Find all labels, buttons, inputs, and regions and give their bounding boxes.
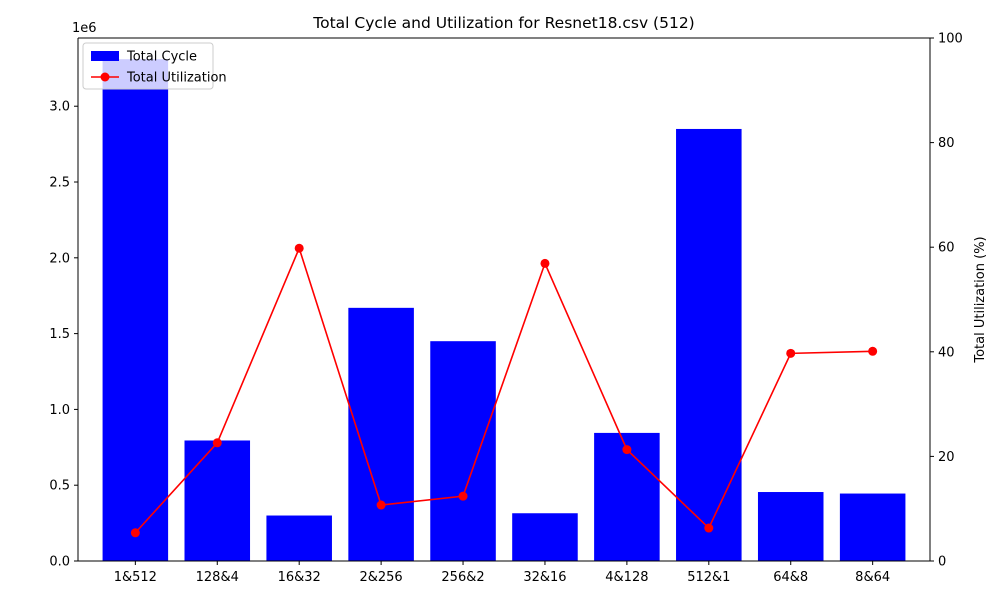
left-tick-label: 1.5 [49,327,70,342]
point-total-utilization [540,258,550,268]
left-tick-label: 2.0 [49,251,70,266]
bar-total-cycle [594,432,660,561]
right-tick-label: 80 [938,136,955,151]
legend-total-utilization-marker [100,72,110,82]
point-total-utilization [458,491,468,501]
legend-total-utilization-label: Total Utilization [126,71,227,86]
axes-layer: 0.0 0.5 1.0 1.5 2.0 2.5 3.0 0 20 40 60 80 100 1&512 12… [49,32,963,586]
left-tick-label: 3.0 [49,100,70,115]
right-tick-label: 0 [938,555,946,570]
point-total-utilization [294,243,304,253]
x-tick-label: 1&512 [114,570,157,585]
point-total-utilization [212,438,222,448]
left-axis-offset-text: 1e6 [72,21,97,36]
bar-total-cycle [102,59,169,562]
legend-total-cycle-swatch [91,51,119,61]
x-tick-label: 32&16 [523,570,566,585]
bar-total-cycle [757,492,824,561]
bar-total-cycle [676,128,742,561]
x-tick-label: 4&128 [605,570,648,585]
point-total-utilization [130,528,140,538]
line-layer [130,243,878,538]
bar-total-cycle [184,440,251,561]
point-total-utilization [704,523,714,533]
line-total-utilization [134,245,873,534]
left-tick-label: 2.5 [49,176,70,191]
x-tick-label: 256&2 [441,570,484,585]
x-tick-label: 512&1 [687,570,730,585]
bar-total-cycle [430,341,496,561]
legend-total-cycle-label: Total Cycle [126,50,197,65]
x-tick-label: 16&32 [278,570,321,585]
right-axis-label: Total Utilization (%) [973,236,988,363]
x-tick-label: 64&8 [773,570,808,585]
x-tick-label: 8&64 [855,570,890,585]
chart-title: Total Cycle and Utilization for Resnet18… [312,14,694,32]
right-tick-label: 100 [938,32,963,47]
point-total-utilization [376,500,386,510]
point-total-utilization [868,346,878,356]
left-tick-label: 1.0 [49,403,70,418]
right-tick-label: 40 [938,345,955,360]
left-tick-label: 0.5 [49,479,70,494]
point-total-utilization [786,348,796,358]
right-tick-label: 20 [938,450,955,465]
point-total-utilization [622,445,632,455]
legend: Total Cycle Total Utilization [82,42,227,90]
x-tick-label: 128&4 [196,570,239,585]
left-tick-label: 0.0 [49,555,70,570]
bar-total-cycle [839,493,906,561]
right-tick-label: 60 [938,241,955,256]
bar-total-cycle [266,515,332,561]
x-tick-label: 2&256 [359,570,402,585]
bar-total-cycle [512,513,578,561]
